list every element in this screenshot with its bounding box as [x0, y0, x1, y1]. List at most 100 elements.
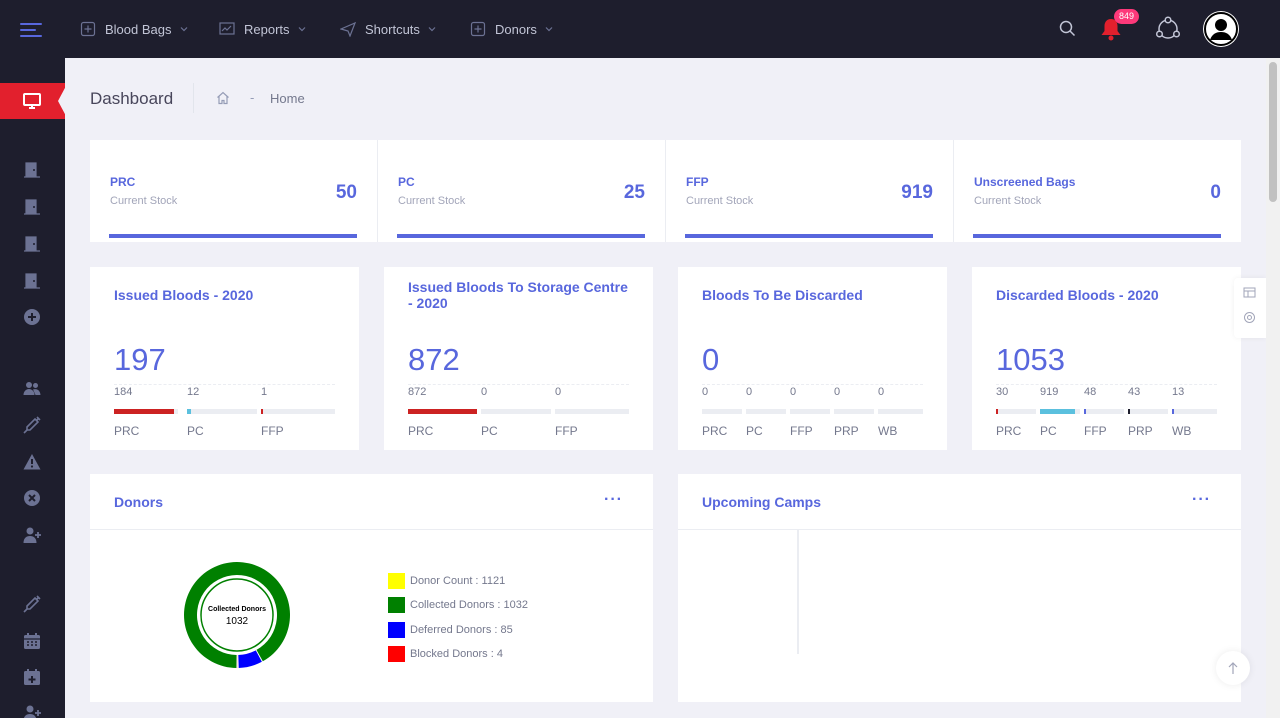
more-options-icon[interactable]: ··· [604, 491, 623, 508]
col-label: WB [878, 424, 898, 438]
stat-col-pc: 0 PC [481, 386, 551, 438]
col-value: 12 [187, 386, 200, 398]
calendar-plus-icon[interactable] [23, 668, 41, 686]
stock-card-pc: PC Current Stock 25 [378, 140, 665, 242]
door-icon[interactable] [23, 161, 41, 179]
monitor-icon [23, 93, 41, 109]
notification-badge: 849 [1114, 9, 1140, 24]
donors-portlet: Donors ··· Collected Donors 1032 Donor C… [90, 474, 653, 702]
layout-icon[interactable] [1243, 286, 1256, 299]
col-bar [878, 409, 923, 414]
stat-total: 1053 [996, 342, 1065, 377]
nav-donors[interactable]: Donors [470, 0, 554, 58]
col-fill [114, 409, 174, 414]
stat-col-pc: 12 PC [187, 386, 257, 438]
user-avatar[interactable] [1203, 11, 1239, 47]
col-label: PC [1040, 424, 1057, 438]
blood-bag-icon [80, 21, 96, 37]
divider [665, 140, 666, 242]
col-bar [187, 409, 257, 414]
door-icon[interactable] [23, 235, 41, 253]
col-label: FFP [790, 424, 813, 438]
network-icon[interactable] [1154, 15, 1182, 43]
donut-hole [200, 578, 274, 652]
portlet-title: Donors [114, 494, 163, 510]
col-bar [834, 409, 874, 414]
legend-swatch [388, 597, 405, 614]
col-fill [261, 409, 263, 414]
stock-value: 25 [623, 182, 645, 203]
stock-title: PC [398, 175, 415, 189]
portlet-title: Upcoming Camps [702, 494, 822, 510]
donut-slice [238, 650, 262, 668]
col-value: 0 [834, 386, 841, 398]
lifebuoy-icon[interactable] [1243, 311, 1256, 324]
stat-total: 0 [702, 342, 720, 377]
legend-item: Donor Count : 1121 [388, 573, 528, 589]
add-user-icon[interactable] [23, 704, 41, 718]
dashed-divider [702, 384, 923, 385]
reports-icon [219, 22, 235, 35]
nav-blood-bags[interactable]: Blood Bags [80, 0, 189, 58]
add-user-icon[interactable] [23, 526, 41, 544]
stock-card-ffp: FFP Current Stock 919 [666, 140, 953, 242]
current-stock-panel: PRC Current Stock 50 PC Current Stock 25… [90, 140, 1241, 242]
stat-col-ffp: 0 FFP [555, 386, 629, 438]
warning-icon[interactable] [23, 453, 41, 471]
chevron-down-icon [428, 27, 436, 32]
col-bar [481, 409, 551, 414]
stock-title: PRC [110, 175, 136, 189]
page-title: Dashboard [90, 89, 174, 108]
syringe-icon[interactable] [23, 595, 41, 613]
breadcrumb-home[interactable]: Home [270, 91, 305, 106]
stock-subtitle: Current Stock [398, 195, 466, 207]
sidebar-item-dashboard[interactable] [0, 83, 66, 119]
stat-col-pc: 0 PC [746, 386, 786, 438]
stock-subtitle: Current Stock [110, 195, 178, 207]
hamburger-menu-icon[interactable] [20, 20, 44, 38]
stat-col-prc: 184 PRC [114, 386, 178, 438]
stat-card-issued: Issued Bloods - 2020 197 184 PRC 12 PC 1… [90, 267, 359, 450]
close-circle-icon[interactable] [23, 489, 41, 507]
donors-icon [470, 21, 486, 37]
legend-item: Blocked Donors : 4 [388, 645, 528, 662]
col-value: 43 [1128, 386, 1141, 398]
top-bar: Blood Bags Reports Shortcuts Donors 849 [0, 0, 1280, 58]
upcoming-camps-portlet: Upcoming Camps ··· [678, 474, 1241, 702]
door-icon[interactable] [23, 198, 41, 216]
donors-legend: Donor Count : 1121 Collected Donors : 10… [388, 573, 528, 670]
nav-shortcuts[interactable]: Shortcuts [340, 0, 437, 58]
col-value: 30 [996, 386, 1009, 398]
col-fill [187, 409, 191, 414]
stat-col-prc: 0 PRC [702, 386, 742, 438]
subheader-divider [193, 83, 194, 113]
door-icon[interactable] [23, 272, 41, 290]
home-icon[interactable] [216, 91, 230, 105]
col-label: FFP [261, 424, 284, 438]
page-scrollbar[interactable] [1266, 58, 1280, 718]
timeline-line [797, 530, 799, 654]
col-bar [996, 409, 1036, 414]
dashed-divider [114, 384, 335, 385]
col-label: PRC [114, 424, 140, 438]
stock-card-unscreened: Unscreened Bags Current Stock 0 [954, 140, 1241, 242]
bell-icon[interactable] [1099, 16, 1123, 42]
scrollbar-thumb[interactable] [1269, 62, 1277, 202]
scroll-top-button[interactable] [1216, 651, 1250, 685]
dashed-divider [408, 384, 629, 385]
stat-col-ffp: 0 FFP [790, 386, 830, 438]
search-icon[interactable] [1059, 20, 1076, 37]
chevron-down-icon [545, 27, 553, 32]
users-icon[interactable] [23, 379, 41, 397]
col-label: PRC [408, 424, 434, 438]
syringe-icon[interactable] [23, 416, 41, 434]
col-bar [790, 409, 830, 414]
legend-item: Deferred Donors : 85 [388, 621, 528, 638]
nav-reports[interactable]: Reports [219, 0, 307, 58]
plus-circle-icon[interactable] [23, 308, 41, 326]
more-options-icon[interactable]: ··· [1192, 491, 1211, 508]
chevron-down-icon [298, 27, 305, 32]
calendar-icon[interactable] [23, 632, 41, 650]
stat-card-to-discard: Bloods To Be Discarded 0 0 PRC 0 PC 0 FF… [678, 267, 947, 450]
stock-value: 919 [901, 182, 933, 203]
